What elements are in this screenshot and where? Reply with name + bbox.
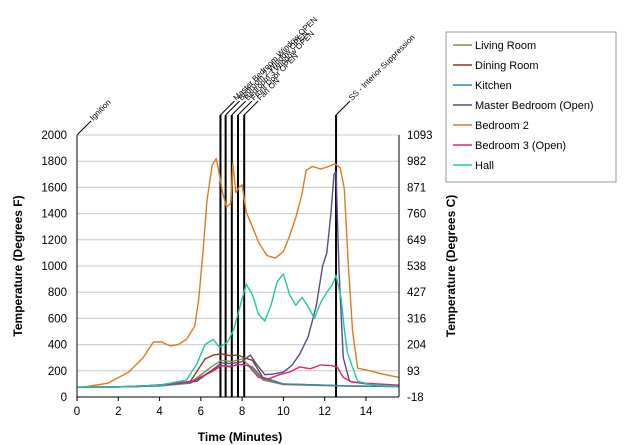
y2-tick-label: 204 bbox=[407, 340, 427, 352]
x-tick-label: 2 bbox=[115, 406, 121, 418]
series-line-master-bedroom-open bbox=[76, 171, 400, 388]
y-tick-label: 2000 bbox=[41, 130, 67, 142]
event-leader bbox=[225, 100, 240, 116]
legend-label: Hall bbox=[475, 160, 494, 172]
y2-axis-title: Temperature (Degrees C) bbox=[444, 195, 458, 338]
y2-tick-label: 982 bbox=[407, 156, 426, 168]
event-leader bbox=[231, 100, 247, 116]
legend-label: Bedroom 3 (Open) bbox=[475, 140, 566, 152]
y2-tick-label: 93 bbox=[407, 366, 420, 378]
series-line-bedroom-3-open bbox=[76, 363, 400, 388]
y2-tick-label: 538 bbox=[407, 261, 426, 273]
y2-tick-label: 649 bbox=[407, 235, 426, 247]
y-tick-label: 600 bbox=[48, 313, 67, 325]
series-line-hall bbox=[76, 273, 400, 388]
event-label: Ignition bbox=[88, 98, 113, 123]
y-tick-label: 400 bbox=[48, 340, 67, 352]
y-tick-label: 1400 bbox=[41, 209, 67, 221]
series-lines bbox=[76, 157, 400, 388]
x-tick-label: 6 bbox=[198, 406, 204, 418]
y2-tick-label: 760 bbox=[407, 209, 426, 221]
event-leader bbox=[335, 100, 351, 116]
legend-box bbox=[445, 31, 617, 183]
x-tick-label: 14 bbox=[360, 406, 373, 418]
series-line-bedroom-2 bbox=[76, 157, 400, 388]
x-tick-label: 10 bbox=[277, 406, 290, 418]
y2-tick-label: 871 bbox=[407, 182, 426, 194]
event-label: SS - Interior Suppression bbox=[347, 33, 417, 103]
legend-label: Dining Room bbox=[475, 60, 539, 72]
x-tick-label: 12 bbox=[318, 406, 331, 418]
event-leader bbox=[220, 100, 235, 116]
y-tick-label: 200 bbox=[48, 366, 67, 378]
legend-label: Master Bedroom (Open) bbox=[475, 100, 594, 112]
x-tick-label: 4 bbox=[156, 406, 163, 418]
y2-tick-label: 1093 bbox=[407, 130, 433, 142]
y-tick-label: 1800 bbox=[41, 156, 67, 168]
event-leader bbox=[76, 120, 92, 136]
legend-label: Kitchen bbox=[475, 80, 512, 92]
y2-tick-label: -18 bbox=[407, 392, 424, 404]
legend: Living Room Dining Room Kitchen Master Bedr… bbox=[445, 31, 617, 183]
x-tick-label: 0 bbox=[74, 406, 80, 418]
y-tick-label: 1200 bbox=[41, 235, 67, 247]
y-tick-label: 0 bbox=[61, 392, 67, 404]
y-tick-label: 800 bbox=[48, 287, 67, 299]
x-tick-label: 8 bbox=[239, 406, 245, 418]
legend-label: Living Room bbox=[475, 40, 536, 52]
y2-tick-label: 316 bbox=[407, 313, 426, 325]
y2-tick-label: 427 bbox=[407, 287, 426, 299]
legend-label: Bedroom 2 bbox=[475, 120, 529, 132]
event-leader bbox=[243, 100, 259, 116]
y-tick-label: 1000 bbox=[41, 261, 67, 273]
event-leader bbox=[237, 100, 253, 116]
y-axis-title: Temperature (Degrees F) bbox=[11, 195, 25, 336]
x-axis-title: Time (Minutes) bbox=[198, 430, 282, 444]
y-tick-label: 1600 bbox=[41, 182, 67, 194]
